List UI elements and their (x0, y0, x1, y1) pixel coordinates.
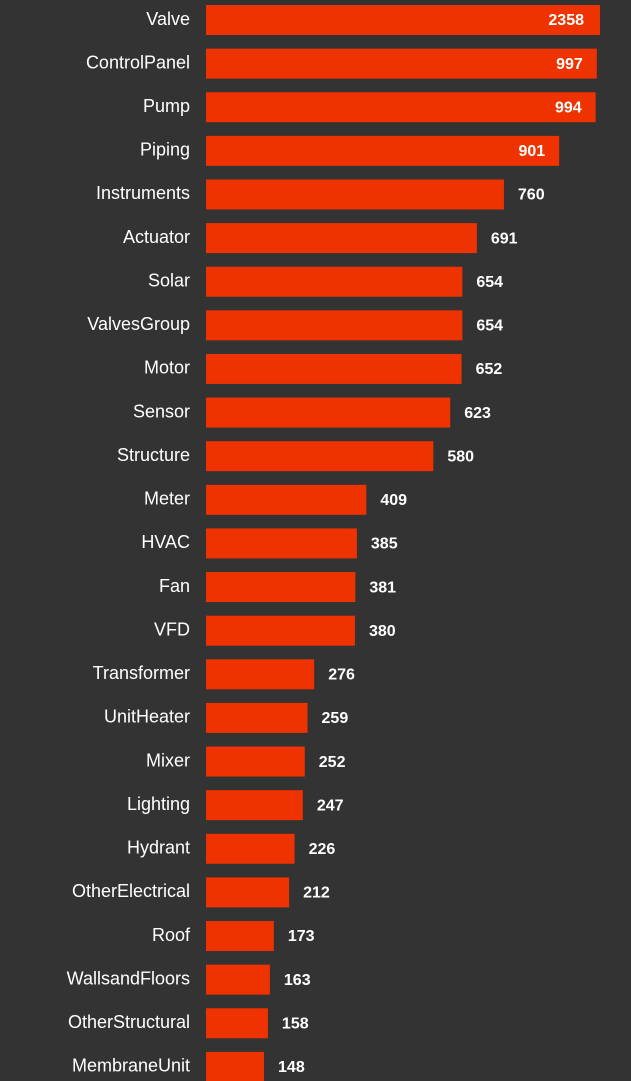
category-label: Hydrant (127, 838, 190, 858)
bar (206, 528, 357, 559)
bar (206, 223, 477, 254)
bar (206, 179, 504, 210)
value-label: 259 (322, 710, 349, 727)
bar (206, 746, 305, 777)
value-label: 691 (491, 230, 518, 247)
bar (206, 441, 434, 472)
value-label: 226 (309, 841, 336, 858)
category-label: Meter (144, 489, 190, 509)
bar (206, 790, 303, 821)
value-label: 652 (476, 361, 503, 378)
value-label: 252 (319, 754, 346, 771)
category-label: ValvesGroup (87, 314, 190, 334)
category-label: Mixer (146, 750, 190, 770)
bar (206, 964, 270, 995)
bar (206, 135, 560, 166)
value-label: 901 (518, 143, 545, 160)
bar (206, 92, 596, 123)
bar (206, 5, 600, 35)
category-label: Motor (144, 358, 190, 378)
value-label: 409 (380, 492, 407, 509)
value-label: 580 (447, 448, 474, 465)
value-label: 173 (288, 928, 315, 945)
value-label: 163 (284, 972, 311, 989)
value-label: 381 (369, 579, 396, 596)
bar (206, 615, 355, 646)
bar (206, 877, 290, 908)
value-label: 2358 (548, 12, 584, 29)
category-label: Valve (146, 9, 190, 29)
category-label: Structure (117, 445, 190, 465)
bar (206, 702, 308, 733)
value-label: 997 (556, 56, 583, 73)
category-label: Actuator (123, 227, 190, 247)
bar (206, 921, 274, 952)
bar (206, 266, 463, 297)
value-label: 654 (476, 274, 503, 291)
bar (206, 1008, 268, 1039)
bar (206, 1051, 265, 1081)
category-label: OtherStructural (68, 1012, 190, 1032)
value-label: 158 (282, 1015, 309, 1032)
value-label: 760 (518, 187, 545, 204)
value-label: 994 (555, 99, 582, 116)
category-label: Transformer (93, 663, 190, 683)
bar (206, 353, 462, 384)
category-label: Solar (148, 270, 190, 290)
category-label: HVAC (141, 532, 190, 552)
category-label: Fan (159, 576, 190, 596)
category-label: OtherElectrical (72, 881, 190, 901)
category-label: ControlPanel (86, 52, 190, 72)
plot-area (206, 5, 600, 1081)
value-label: 148 (278, 1059, 305, 1076)
value-label: 385 (371, 536, 398, 553)
category-label: Piping (140, 140, 190, 160)
value-label: 212 (303, 885, 330, 902)
category-label: Pump (143, 96, 190, 116)
bar (206, 659, 315, 690)
category-label: Lighting (127, 794, 190, 814)
category-label: MembraneUnit (72, 1056, 190, 1076)
value-label: 380 (369, 623, 396, 640)
value-label: 623 (464, 405, 491, 422)
category-label: Instruments (96, 183, 190, 203)
bar (206, 310, 463, 341)
category-label: Sensor (133, 401, 190, 421)
bar (206, 572, 356, 603)
value-label: 654 (476, 318, 503, 335)
value-label: 247 (317, 797, 344, 814)
bar (206, 484, 367, 515)
category-label: VFD (154, 619, 190, 639)
bar (206, 397, 451, 428)
bar (206, 833, 295, 864)
value-label: 276 (328, 667, 355, 684)
category-label: Roof (152, 925, 191, 945)
category-label: UnitHeater (104, 707, 190, 727)
category-label: WallsandFloors (67, 968, 190, 988)
bar (206, 48, 597, 79)
